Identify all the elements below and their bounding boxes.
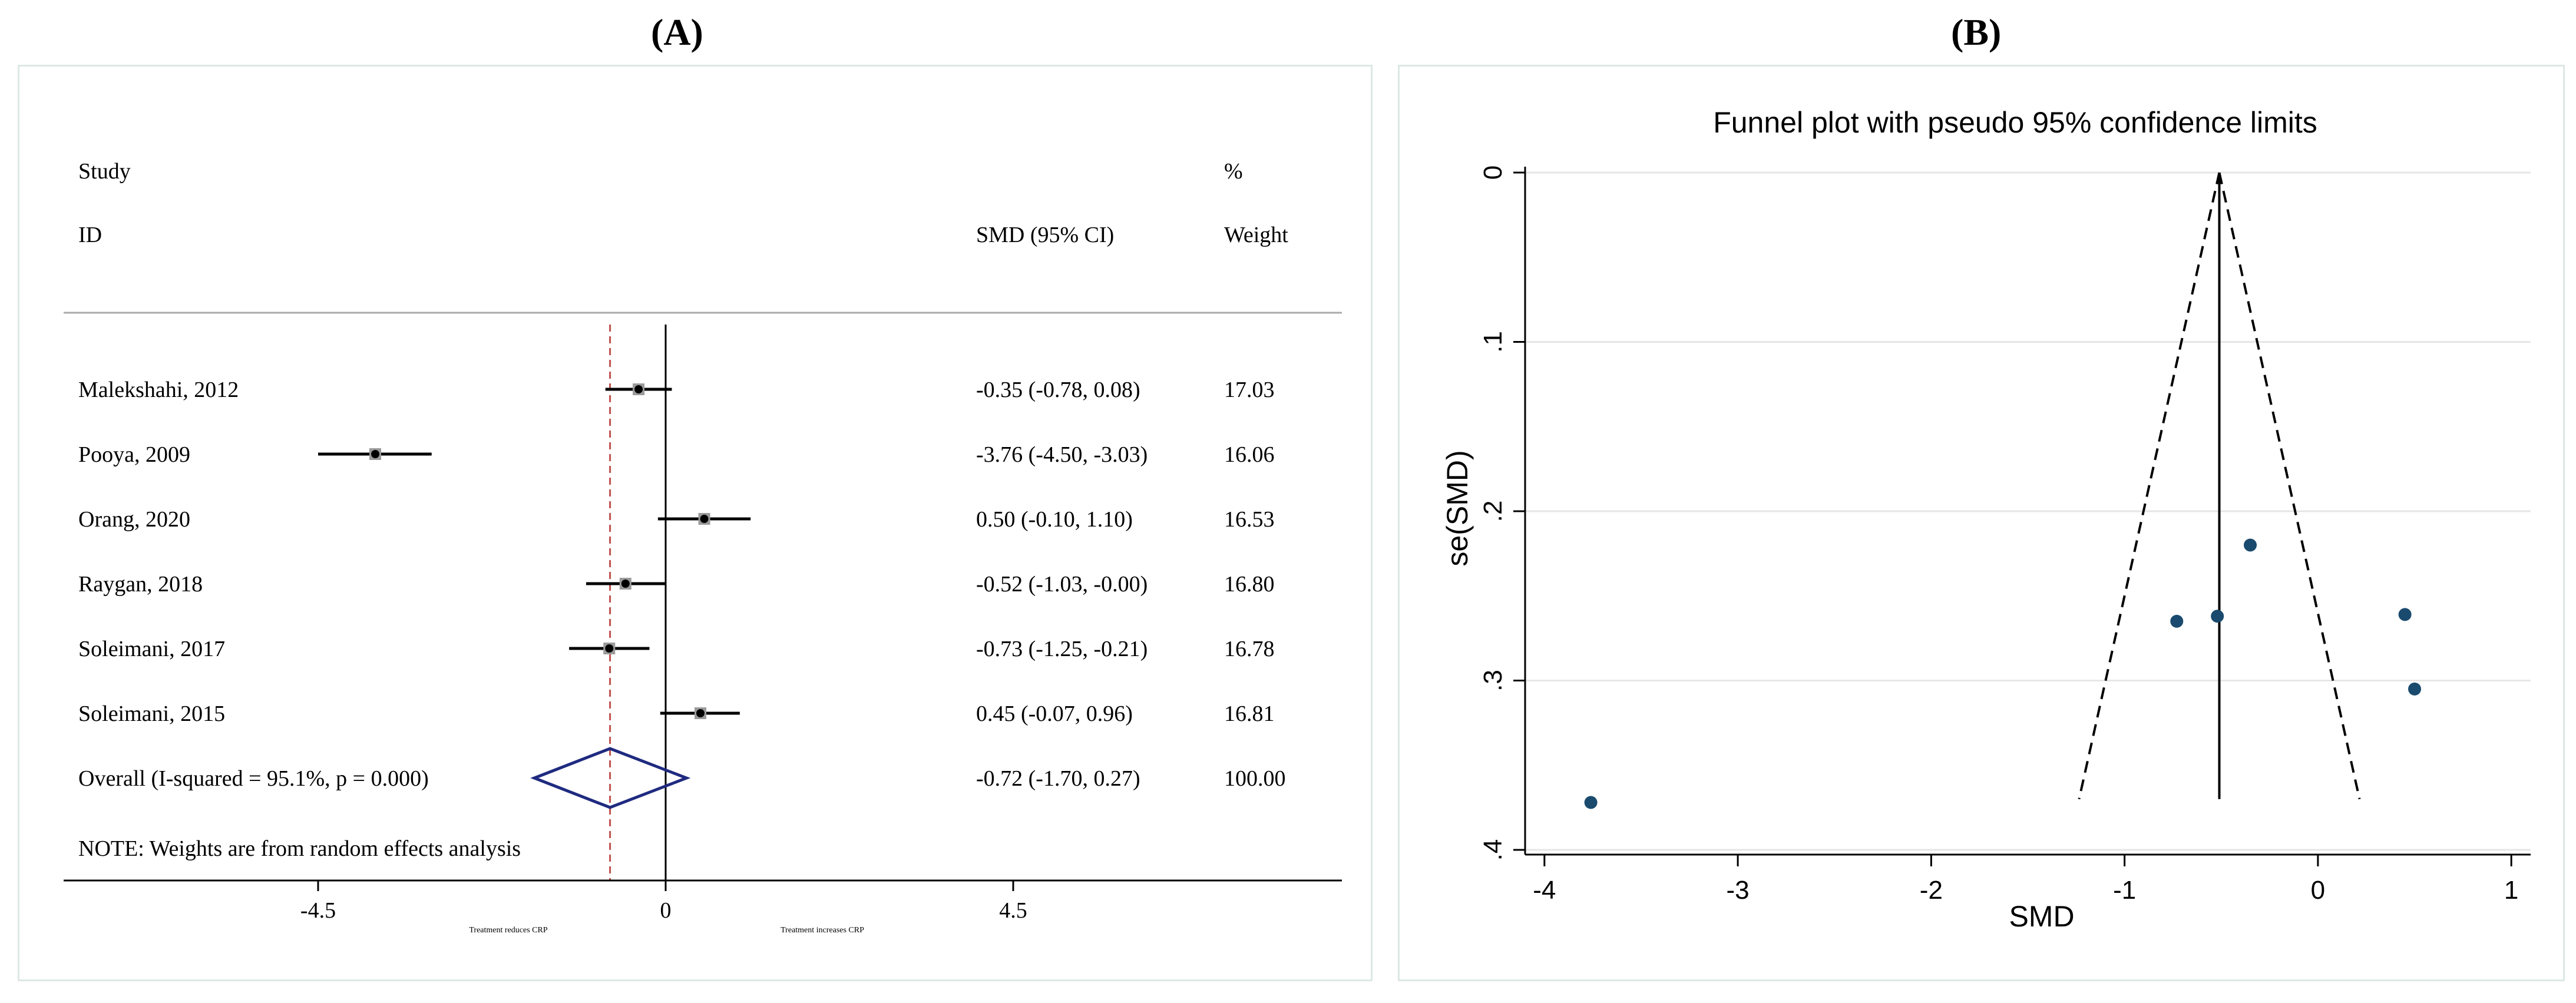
panel-label-b: (B) — [1951, 11, 2002, 53]
overall-label: Overall (I-squared = 95.1%, p = 0.000) — [78, 766, 429, 791]
funnel-plot: Funnel plot with pseudo 95% confidence l… — [1441, 106, 2531, 933]
study-ci-text: 0.50 (-0.10, 1.10) — [976, 507, 1133, 532]
overall-ci-text: -0.72 (-1.70, 0.27) — [976, 766, 1140, 791]
study-label: Soleimani, 2017 — [78, 637, 225, 661]
header-id: ID — [78, 223, 102, 247]
data-point — [2211, 610, 2224, 623]
study-point — [634, 385, 643, 393]
caption-increases: Treatment increases CRP — [781, 926, 864, 935]
study-point — [696, 709, 705, 717]
funnel-ylabel: se(SMD) — [1441, 450, 1474, 566]
footnote: NOTE: Weights are from random effects an… — [78, 836, 521, 861]
study-point — [700, 515, 709, 523]
study-ci-text: -0.35 (-0.78, 0.08) — [976, 378, 1140, 402]
x-tick-label: -3 — [1727, 876, 1750, 905]
study-weight: 16.53 — [1224, 507, 1275, 532]
study-label: Pooya, 2009 — [78, 442, 190, 467]
overall-weight: 100.00 — [1224, 766, 1286, 791]
x-tick-label: 0 — [660, 898, 672, 923]
header-weight: Weight — [1224, 223, 1288, 247]
caption-reduces: Treatment reduces CRP — [469, 926, 547, 935]
x-tick-label: -4.5 — [300, 898, 336, 923]
header-study: Study — [78, 159, 131, 184]
forest-plot-panel: Study ID SMD (95% CI) % Weight Malekshah… — [18, 65, 1373, 981]
y-tick-label: .1 — [1479, 331, 1507, 353]
y-tick-label: .3 — [1479, 670, 1507, 691]
study-point — [621, 580, 630, 588]
forest-plot: Study ID SMD (95% CI) % Weight Malekshah… — [64, 159, 1342, 935]
x-tick-label: 4.5 — [999, 898, 1027, 923]
study-point — [605, 644, 614, 653]
y-tick-label: .4 — [1479, 839, 1507, 861]
x-tick-label: -1 — [2113, 876, 2136, 905]
study-weight: 16.06 — [1224, 442, 1275, 467]
data-point — [2408, 682, 2422, 696]
y-tick-label: 0 — [1479, 165, 1507, 180]
header-percent: % — [1224, 159, 1243, 184]
panel-label-a: (A) — [651, 11, 703, 53]
study-ci-text: -3.76 (-4.50, -3.03) — [976, 442, 1148, 467]
overall-diamond — [530, 747, 691, 809]
x-tick-label: 1 — [2504, 876, 2518, 905]
data-point — [2244, 538, 2257, 552]
funnel-plot-panel: Funnel plot with pseudo 95% confidence l… — [1398, 65, 2565, 981]
study-ci-text: -0.73 (-1.25, -0.21) — [976, 637, 1148, 661]
lower-ci-limit — [2078, 172, 2221, 800]
study-label: Raygan, 2018 — [78, 572, 203, 597]
study-weight: 16.81 — [1224, 701, 1275, 726]
study-weight: 16.78 — [1224, 637, 1275, 661]
study-weight: 17.03 — [1224, 378, 1275, 402]
upper-ci-limit — [2218, 172, 2361, 800]
y-tick-label: .2 — [1479, 501, 1507, 522]
study-label: Orang, 2020 — [78, 507, 190, 532]
data-point — [1584, 796, 1598, 809]
study-ci-text: 0.45 (-0.07, 0.96) — [976, 701, 1133, 726]
header-smd: SMD (95% CI) — [976, 223, 1114, 247]
data-point — [2398, 608, 2412, 621]
x-tick-label: -2 — [1920, 876, 1943, 905]
study-label: Soleimani, 2015 — [78, 701, 225, 726]
study-ci-text: -0.52 (-1.03, -0.00) — [976, 572, 1148, 597]
x-tick-label: -4 — [1533, 876, 1556, 905]
funnel-title: Funnel plot with pseudo 95% confidence l… — [1713, 106, 2317, 139]
data-point — [2170, 614, 2184, 628]
study-label: Malekshahi, 2012 — [78, 378, 239, 402]
x-tick-label: 0 — [2311, 876, 2325, 905]
study-weight: 16.80 — [1224, 572, 1275, 597]
funnel-xlabel: SMD — [2009, 900, 2074, 933]
study-point — [371, 450, 380, 458]
